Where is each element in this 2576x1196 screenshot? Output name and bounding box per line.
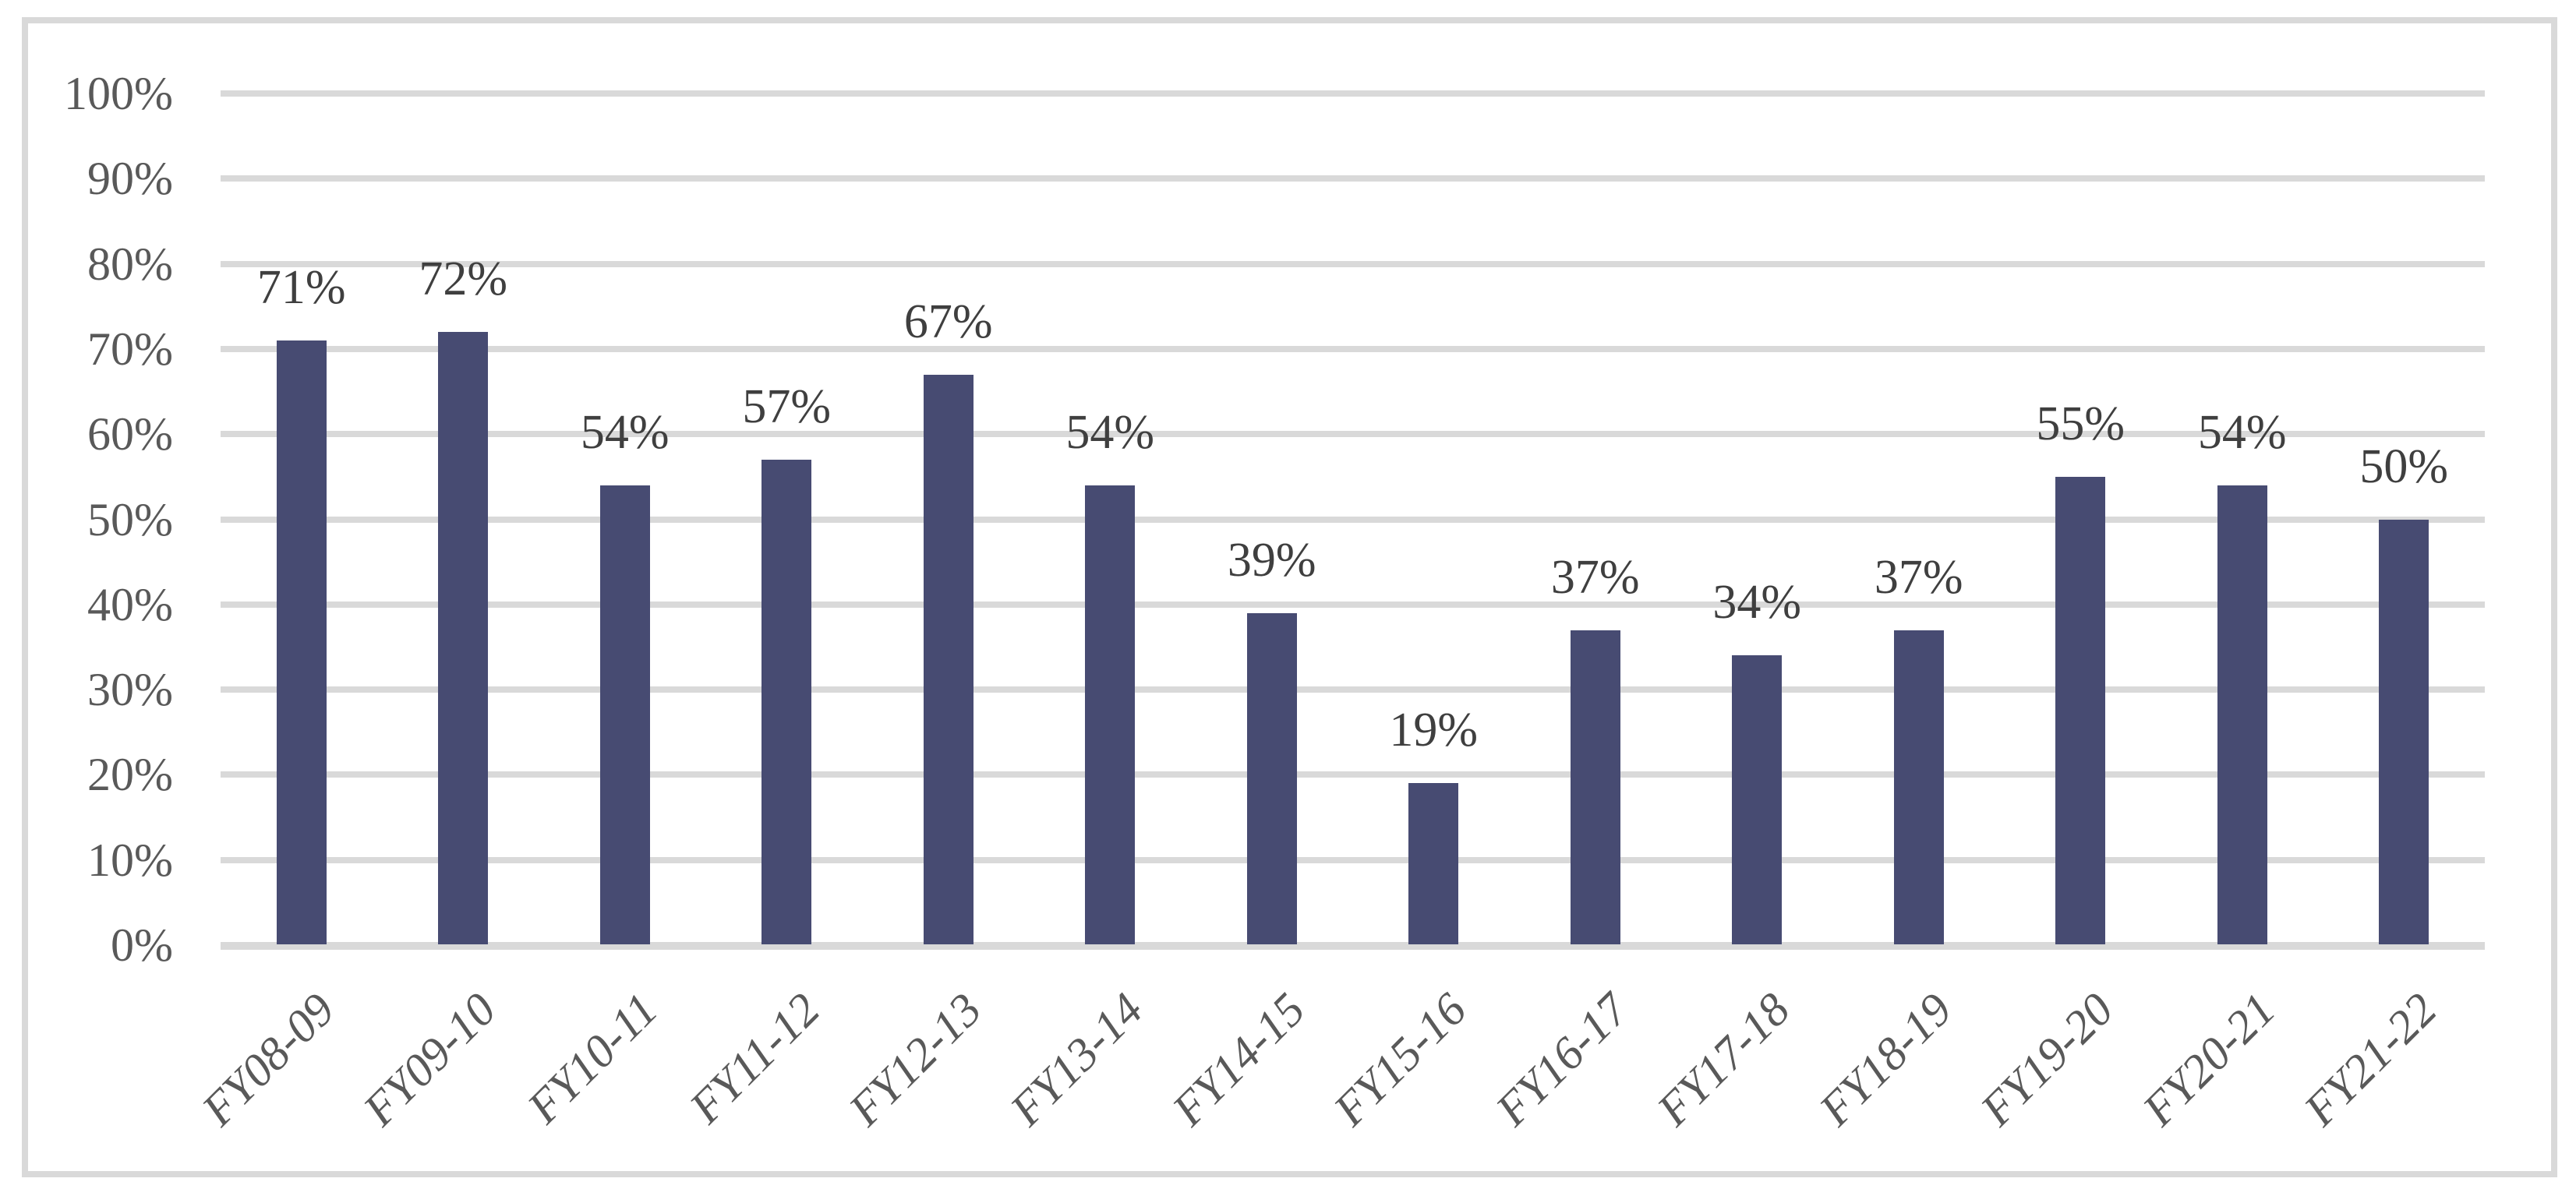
bar-value-label: 54%	[1065, 405, 1155, 459]
gridline	[221, 516, 2485, 523]
bar-value-label: 54%	[2197, 405, 2287, 459]
bar-value-label: 55%	[2036, 397, 2125, 450]
bar	[1246, 612, 1297, 944]
y-axis-tick-label: 0%	[111, 919, 173, 971]
bar	[2055, 476, 2106, 944]
bar-value-label: 39%	[1227, 533, 1316, 587]
y-axis-tick-label: 90%	[87, 153, 173, 205]
bar	[2217, 485, 2267, 944]
bar-value-label: 71%	[256, 260, 346, 314]
bar	[599, 485, 650, 944]
bar	[1732, 655, 1783, 944]
x-axis-line	[221, 942, 2485, 950]
y-axis-tick-label: 100%	[64, 68, 173, 119]
chart-border	[22, 17, 2557, 1177]
gridline	[221, 686, 2485, 693]
bar	[1085, 485, 1136, 944]
gridline	[221, 260, 2485, 267]
bar	[1570, 630, 1620, 944]
bar-value-label: 67%	[903, 295, 993, 348]
y-axis-tick-label: 80%	[87, 238, 173, 290]
y-axis-tick-label: 70%	[87, 323, 173, 375]
bar-value-label: 19%	[1389, 704, 1479, 757]
bar	[438, 332, 489, 944]
bar-value-label: 57%	[742, 379, 832, 433]
gridline	[221, 856, 2485, 863]
bar	[2379, 519, 2429, 944]
gridline	[221, 90, 2485, 97]
gridline	[221, 431, 2485, 438]
gridline	[221, 601, 2485, 608]
y-axis-tick-label: 60%	[87, 408, 173, 460]
bar-value-label: 37%	[1874, 550, 1963, 604]
gridline	[221, 345, 2485, 352]
y-axis-tick-label: 40%	[87, 578, 173, 630]
bar	[1893, 630, 1944, 944]
y-axis-tick-label: 10%	[87, 834, 173, 886]
bar	[923, 374, 974, 944]
bar	[761, 459, 812, 944]
bar-value-label: 54%	[580, 405, 670, 459]
bar	[276, 340, 327, 944]
y-axis-tick-label: 50%	[87, 493, 173, 545]
gridline	[221, 771, 2485, 778]
gridline	[221, 175, 2485, 182]
bar-value-label: 72%	[419, 252, 508, 306]
y-axis-tick-label: 30%	[87, 664, 173, 716]
bar-value-label: 34%	[1712, 576, 1802, 630]
bar-value-label: 37%	[1550, 550, 1640, 604]
bar	[1408, 783, 1459, 944]
y-axis-tick-label: 20%	[87, 749, 173, 801]
bar-value-label: 50%	[2359, 439, 2449, 493]
